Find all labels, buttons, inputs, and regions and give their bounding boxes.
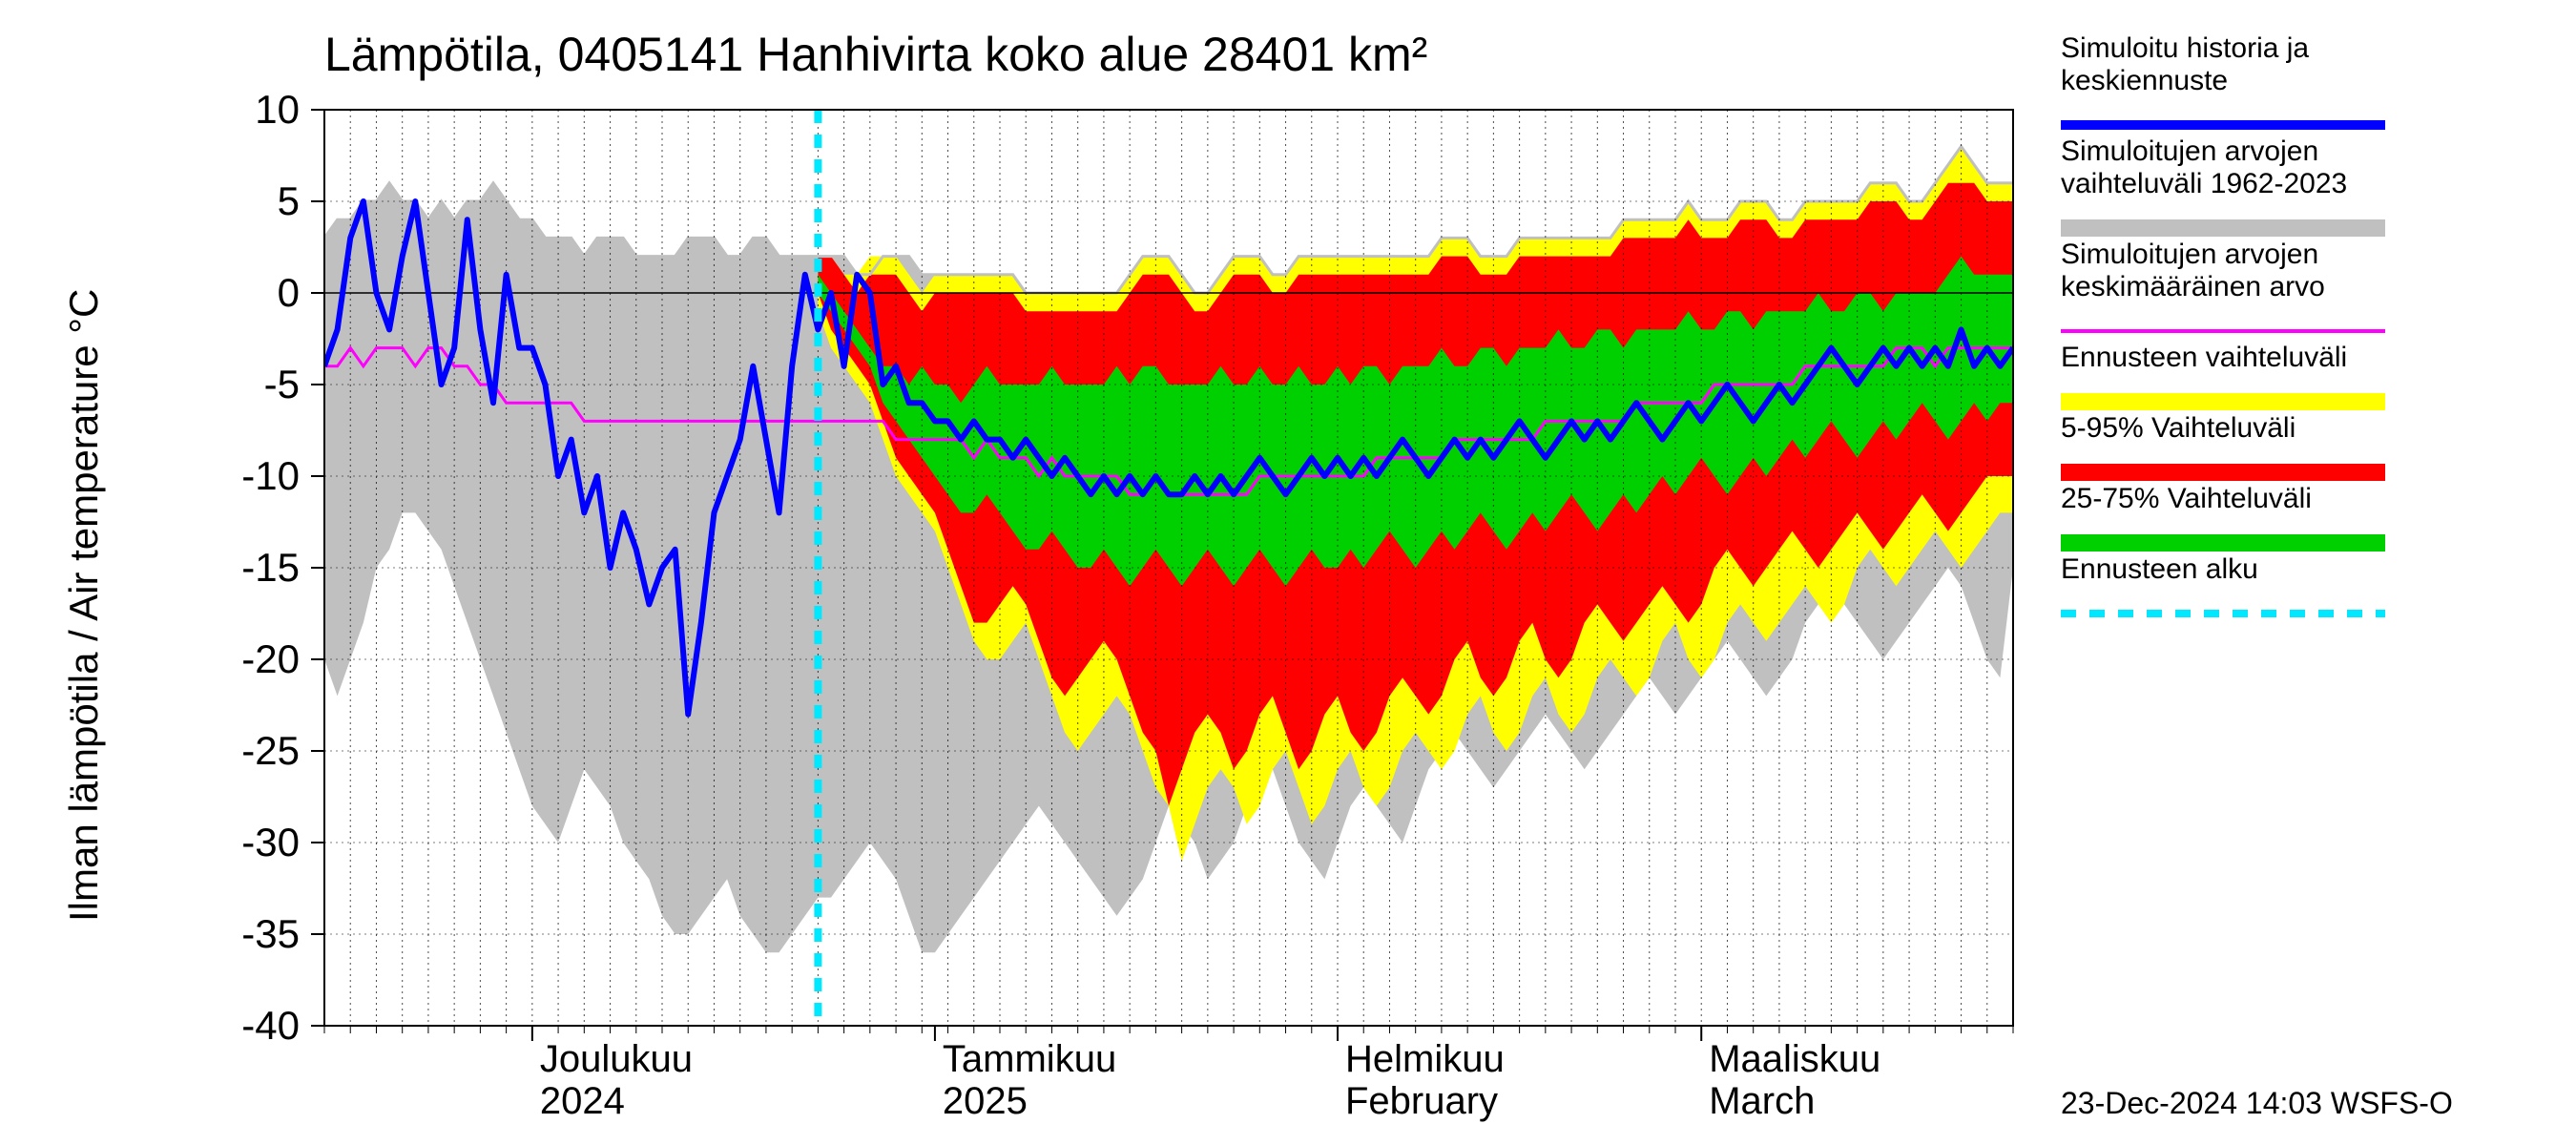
chart-footer: 23-Dec-2024 14:03 WSFS-O — [2061, 1086, 2453, 1121]
legend-label: vaihteluväli 1962-2023 — [2061, 168, 2347, 199]
temperature-forecast-chart: 10 5 0 -5 -10 -15 -20 -25 -30 -35 -40 Joulukuu2024 T… — [0, 0, 2576, 1145]
legend-swatch — [2061, 393, 2385, 410]
legend-swatch — [2061, 219, 2385, 237]
y-tick-label: -35 — [241, 911, 300, 956]
x-month-label-fi: Tammikuu — [943, 1038, 1116, 1080]
x-month-label-en: 2024 — [540, 1080, 625, 1122]
x-month-label-fi: Helmikuu — [1345, 1038, 1505, 1080]
chart-title: Lämpötila, 0405141 Hanhivirta koko alue … — [324, 27, 1427, 82]
y-tick-label: 10 — [255, 87, 300, 132]
x-month-label-en: 2025 — [943, 1080, 1028, 1122]
legend-label: Simuloitujen arvojen — [2061, 135, 2318, 167]
legend-swatch — [2061, 464, 2385, 481]
y-tick-label: 0 — [278, 270, 300, 315]
y-tick-label: -30 — [241, 820, 300, 864]
y-tick-label: -25 — [241, 728, 300, 773]
x-month-label-en: February — [1345, 1080, 1498, 1122]
legend-label: 5-95% Vaihteluväli — [2061, 412, 2296, 444]
legend-label: Ennusteen alku — [2061, 553, 2258, 585]
y-tick-label: -40 — [241, 1003, 300, 1048]
y-tick-label: -20 — [241, 636, 300, 681]
y-tick-label: -10 — [241, 453, 300, 498]
legend-label: Simuloitujen arvojen — [2061, 239, 2318, 270]
x-month-label-en: March — [1709, 1080, 1815, 1122]
legend-label: 25-75% Vaihteluväli — [2061, 483, 2312, 514]
legend-label: Simuloitu historia ja — [2061, 32, 2309, 64]
legend-label: keskiennuste — [2061, 65, 2228, 96]
y-axis-label: Ilman lämpötila / Air temperature °C — [61, 289, 107, 922]
legend-swatch — [2061, 534, 2385, 552]
y-tick-label: -15 — [241, 545, 300, 590]
legend-label: keskimääräinen arvo — [2061, 271, 2325, 302]
x-month-label-fi: Maaliskuu — [1709, 1038, 1880, 1080]
legend-label: Ennusteen vaihteluväli — [2061, 342, 2347, 373]
x-month-label-fi: Joulukuu — [540, 1038, 693, 1080]
y-tick-label: -5 — [264, 362, 300, 406]
y-tick-label: 5 — [278, 178, 300, 223]
